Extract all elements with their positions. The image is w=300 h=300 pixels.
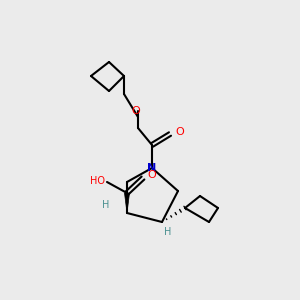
Text: H: H	[102, 200, 110, 210]
Text: O: O	[147, 170, 156, 180]
Text: N: N	[147, 163, 157, 173]
Polygon shape	[124, 193, 130, 213]
Text: HO: HO	[90, 176, 105, 186]
Text: H: H	[164, 227, 172, 237]
Text: O: O	[132, 106, 140, 116]
Text: O: O	[175, 127, 184, 137]
